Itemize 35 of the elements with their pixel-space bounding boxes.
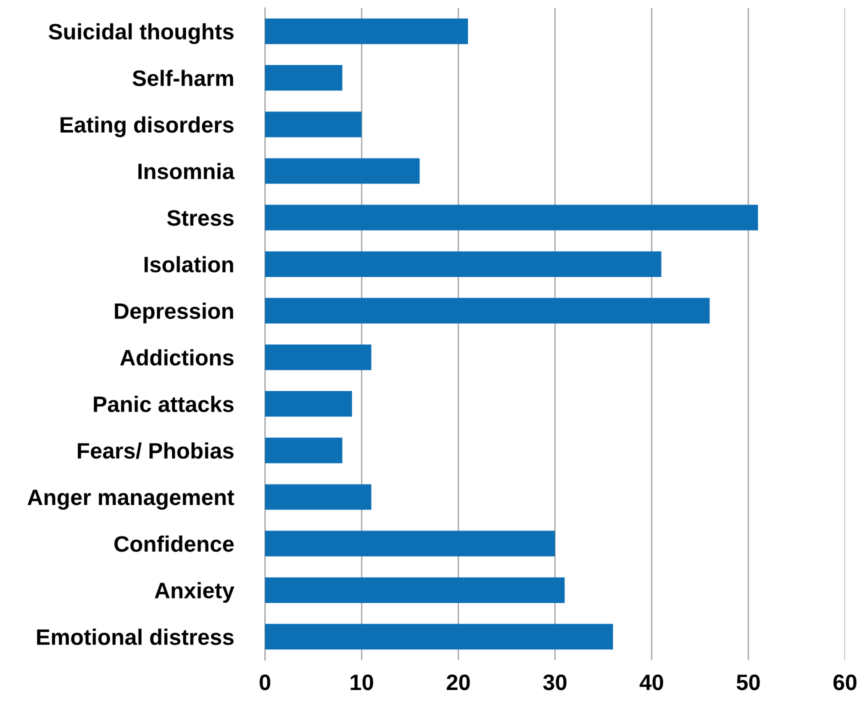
- y-tick-label: Stress: [167, 210, 234, 226]
- y-tick-label: Fears/ Phobias: [78, 442, 234, 459]
- x-tick-label: 20: [446, 674, 470, 690]
- bar: [265, 204, 758, 230]
- bar: [265, 298, 710, 324]
- x-tick-label: 40: [640, 674, 664, 690]
- y-tick-label: Insomnia: [138, 162, 235, 180]
- x-tick-label: 50: [736, 674, 760, 690]
- bar: [265, 65, 342, 91]
- bar: [265, 484, 372, 510]
- y-tick-label: Addictions: [120, 349, 234, 366]
- bar: [265, 112, 362, 138]
- y-tick-label: Anger management: [28, 490, 234, 510]
- y-tick-label: Emotional distress: [37, 628, 234, 645]
- y-tick-label: Self-harm: [132, 70, 234, 86]
- y-tick-label: Panic attacks: [94, 396, 234, 412]
- bar: [265, 158, 420, 184]
- bar: [265, 438, 342, 464]
- y-tick-label: Depression: [114, 302, 234, 324]
- x-tick-label: 10: [350, 674, 374, 690]
- bar: [265, 530, 555, 556]
- bar: [265, 391, 352, 417]
- bar: [265, 18, 468, 44]
- y-tick-label: Suicidal thoughts: [48, 23, 234, 44]
- bar: [265, 251, 662, 277]
- bar: [265, 577, 565, 603]
- bar: [265, 624, 613, 650]
- x-tick-label: 0: [260, 674, 270, 690]
- x-tick-label: 60: [833, 674, 856, 690]
- y-tick-label: Eating disorders: [60, 116, 234, 138]
- x-tick-label: 30: [543, 674, 566, 690]
- bar: [265, 344, 372, 370]
- y-tick-label: Isolation: [144, 256, 234, 272]
- y-tick-label: Anxiety: [154, 582, 234, 603]
- y-tick-label: Confidence: [114, 536, 234, 552]
